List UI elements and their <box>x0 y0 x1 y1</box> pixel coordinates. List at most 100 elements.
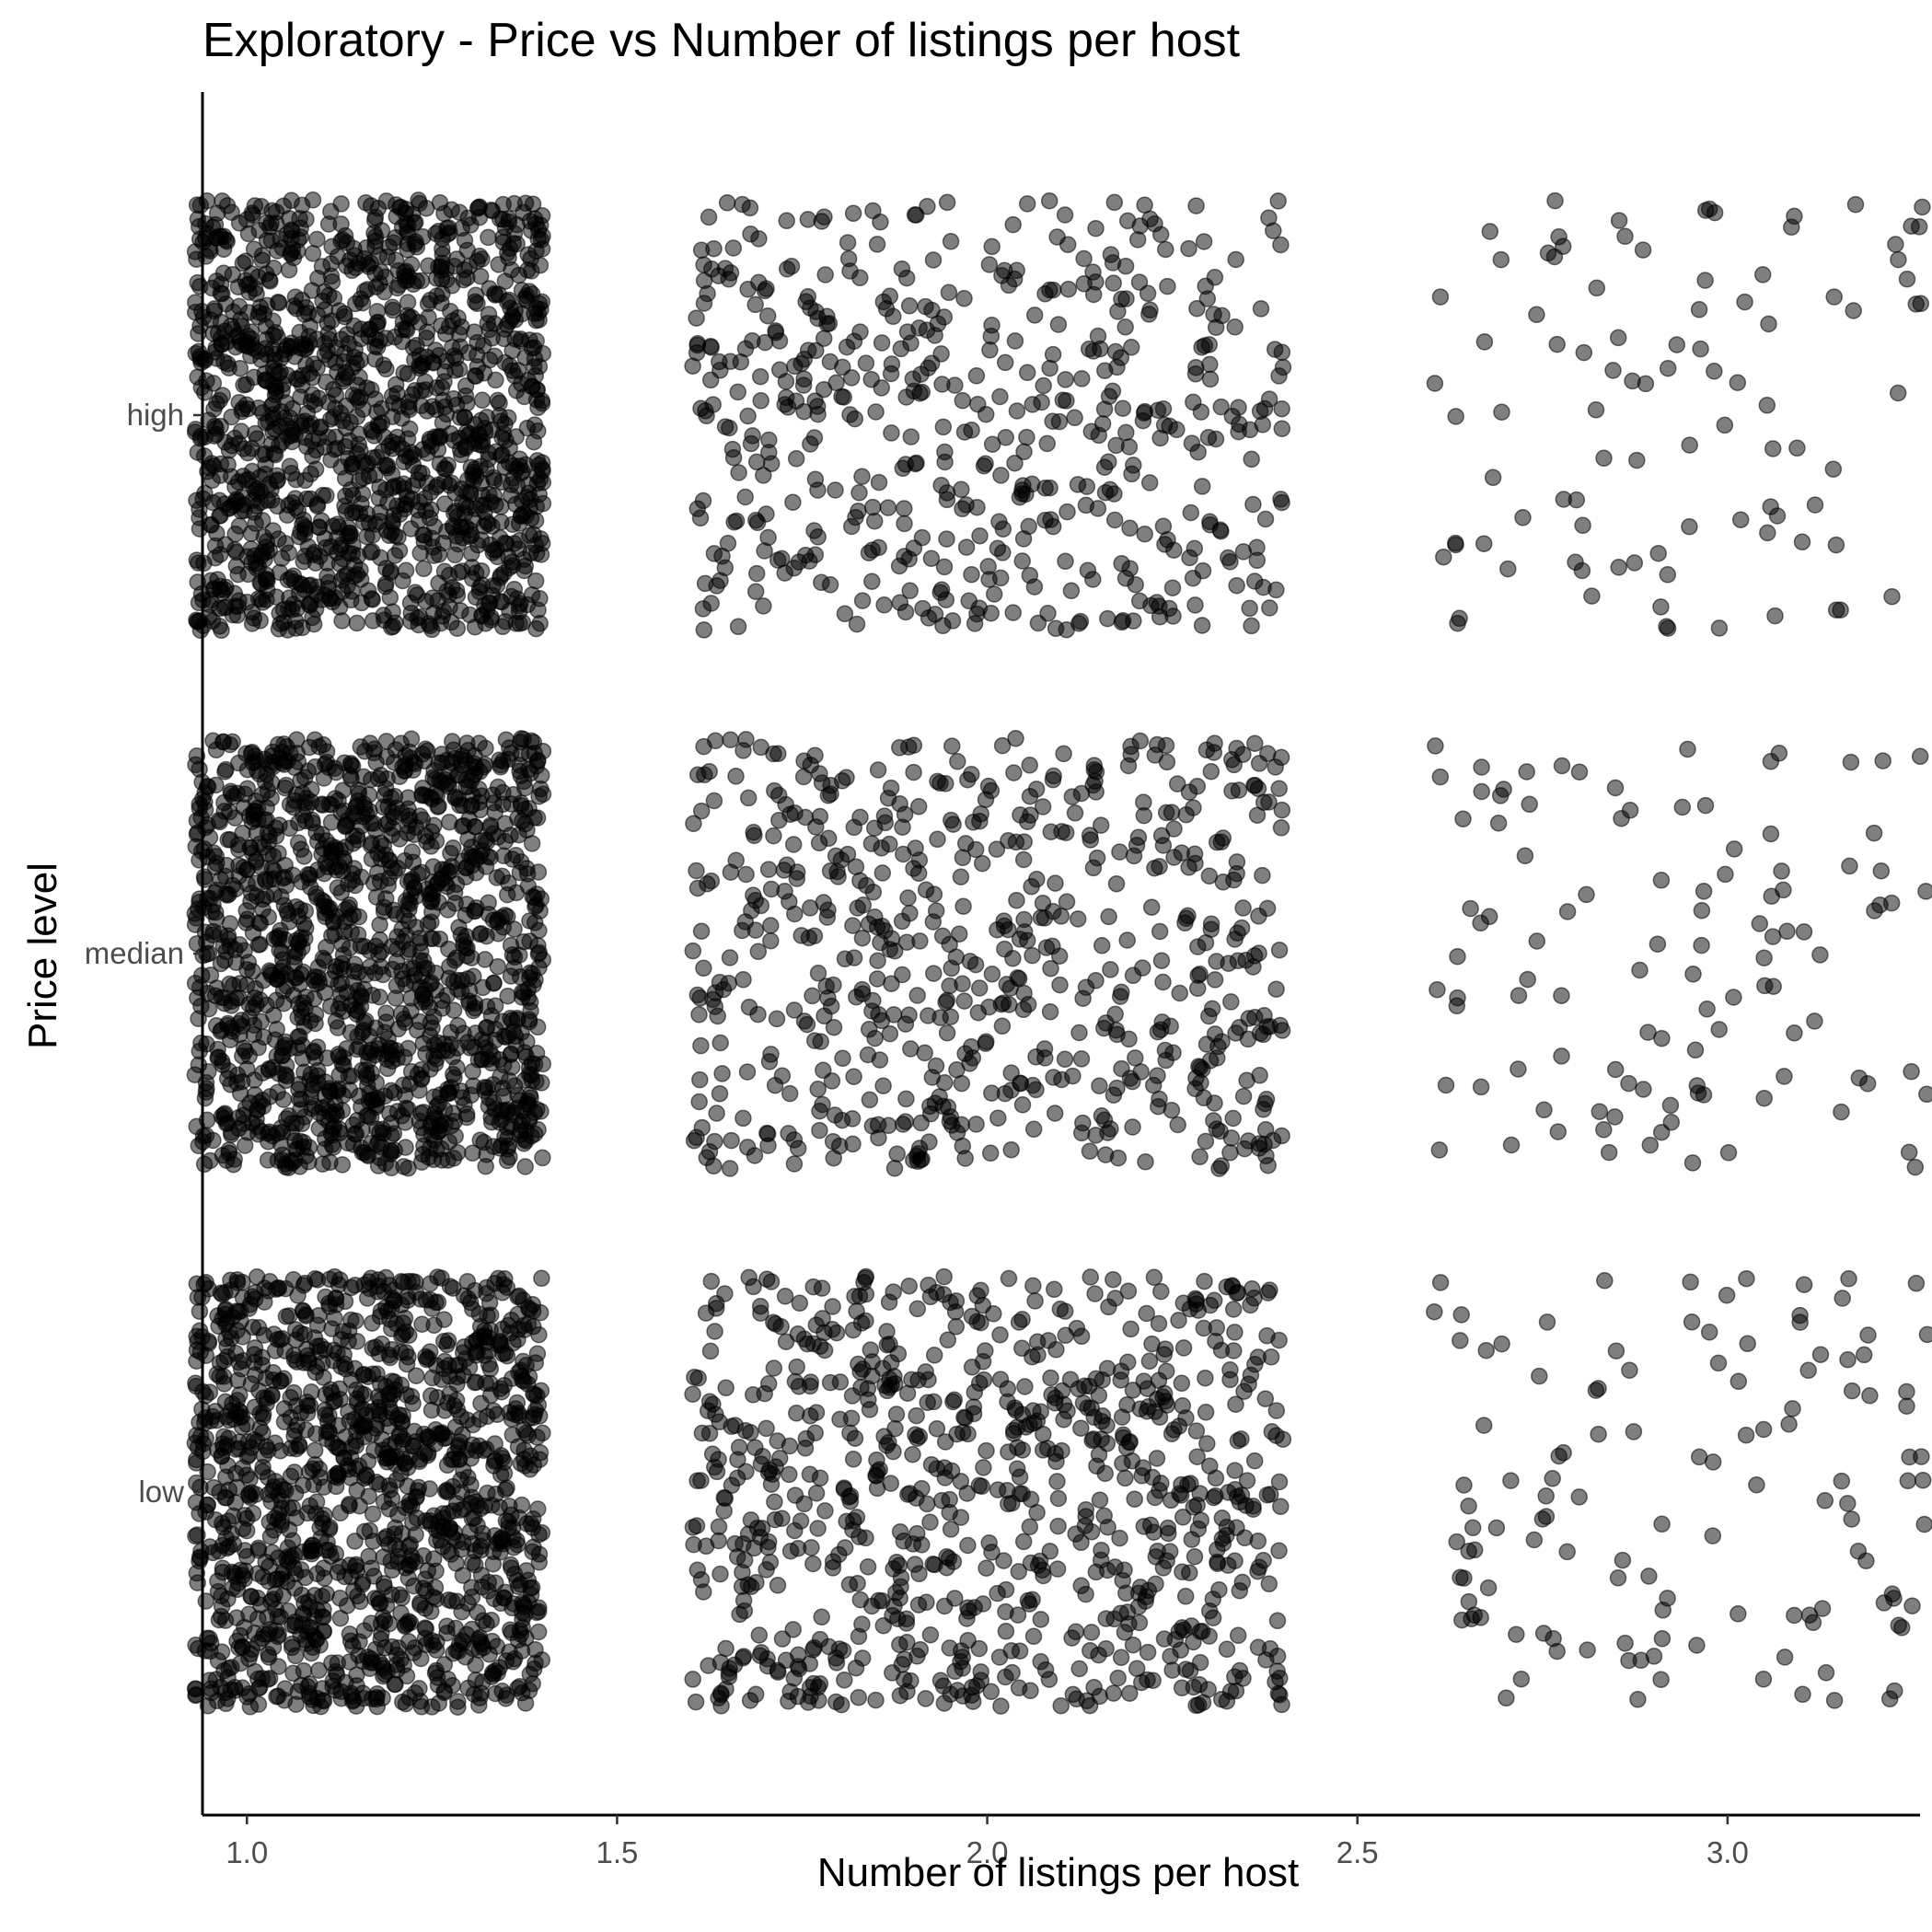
data-point <box>286 1485 305 1502</box>
data-point <box>476 503 493 521</box>
data-point <box>227 1478 246 1497</box>
data-point <box>411 1451 429 1468</box>
data-point <box>386 547 404 564</box>
data-point <box>378 748 396 766</box>
data-point <box>375 837 393 855</box>
data-point <box>393 1589 411 1607</box>
data-point <box>283 1635 301 1653</box>
data-point <box>1059 503 1076 521</box>
data-point <box>379 876 398 895</box>
data-point <box>467 1556 484 1574</box>
data-point <box>1159 277 1176 295</box>
data-point <box>1006 454 1024 472</box>
data-point <box>400 1689 418 1706</box>
data-point <box>352 442 369 459</box>
data-point <box>215 803 233 820</box>
data-point <box>513 282 531 299</box>
data-point <box>253 247 272 264</box>
data-point <box>286 1151 304 1169</box>
data-point <box>851 323 869 341</box>
data-point <box>1154 973 1172 991</box>
data-point <box>827 481 844 499</box>
data-point <box>323 1136 341 1153</box>
data-point <box>969 1003 988 1022</box>
data-point <box>897 1113 915 1130</box>
data-point <box>528 1345 547 1362</box>
data-point <box>426 784 445 803</box>
data-point <box>1084 571 1102 588</box>
data-point <box>326 1392 344 1410</box>
data-point <box>463 839 480 856</box>
data-point <box>1184 569 1202 587</box>
data-point <box>533 1074 550 1092</box>
data-point <box>839 234 857 251</box>
data-point <box>938 484 956 502</box>
data-point <box>439 901 457 919</box>
data-point <box>238 780 257 797</box>
data-point <box>241 1698 260 1716</box>
data-point <box>263 1481 282 1499</box>
data-point <box>954 500 971 518</box>
data-point <box>967 1116 985 1133</box>
data-point <box>1141 301 1159 319</box>
data-point <box>415 1425 433 1443</box>
data-point <box>794 768 813 786</box>
data-point <box>491 407 508 424</box>
data-point <box>874 1077 892 1094</box>
data-point <box>395 263 413 282</box>
data-point <box>355 1622 374 1639</box>
data-point <box>863 573 881 590</box>
data-point <box>509 1305 526 1324</box>
data-point <box>991 388 1009 406</box>
data-point <box>940 283 958 302</box>
data-point <box>938 193 956 212</box>
data-point <box>415 526 434 544</box>
data-point <box>514 1683 531 1702</box>
data-point <box>1195 233 1213 250</box>
data-point <box>477 739 494 758</box>
data-point <box>765 827 782 845</box>
data-point <box>321 1153 339 1172</box>
data-point <box>258 533 276 550</box>
data-point <box>310 518 328 537</box>
data-point <box>347 1381 365 1399</box>
data-point <box>688 309 705 327</box>
data-point <box>931 584 949 601</box>
data-point <box>480 1328 497 1347</box>
data-point <box>416 1512 434 1530</box>
data-point <box>229 278 248 296</box>
data-point <box>471 925 489 943</box>
data-point <box>1084 342 1103 360</box>
data-point <box>249 430 266 447</box>
data-point <box>417 989 434 1008</box>
data-point <box>742 434 760 453</box>
data-point <box>350 781 367 799</box>
data-point <box>705 545 723 562</box>
data-point <box>275 1370 293 1388</box>
data-point <box>494 752 512 770</box>
data-point <box>1066 409 1083 427</box>
data-point <box>187 1686 204 1705</box>
data-point <box>250 221 268 239</box>
data-point <box>911 385 929 402</box>
data-point <box>218 1070 237 1088</box>
data-point <box>724 239 743 257</box>
data-point <box>501 1148 518 1166</box>
data-point <box>1168 421 1186 439</box>
data-point <box>492 1544 509 1561</box>
data-point <box>484 1047 502 1066</box>
data-point <box>294 366 311 385</box>
data-point <box>528 753 547 770</box>
data-point <box>1135 404 1153 422</box>
data-point <box>1057 552 1074 571</box>
data-point <box>1118 212 1137 230</box>
data-point <box>739 407 757 425</box>
data-point <box>920 359 937 377</box>
data-point <box>325 914 342 931</box>
data-point <box>529 399 547 417</box>
data-point <box>278 506 296 524</box>
data-point <box>1117 423 1135 442</box>
data-point <box>702 595 720 612</box>
data-point <box>371 1594 389 1613</box>
data-point <box>326 759 343 778</box>
